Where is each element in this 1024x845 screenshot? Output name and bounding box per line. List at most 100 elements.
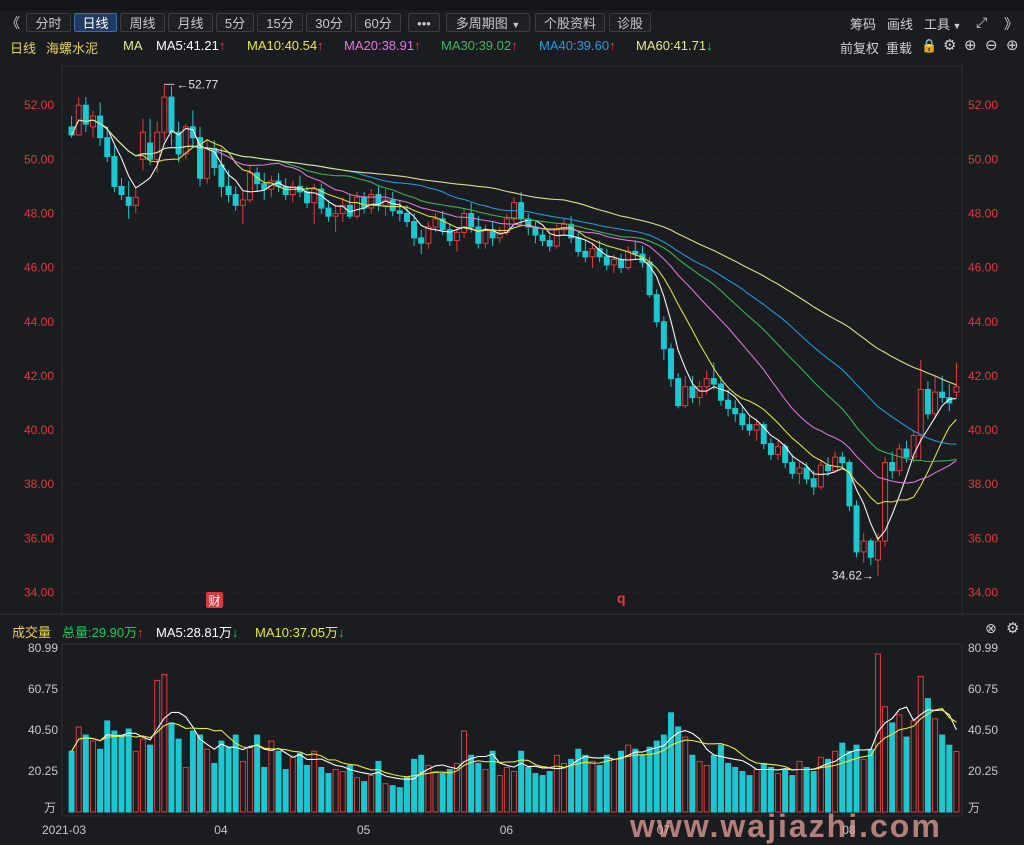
candle-body bbox=[147, 142, 154, 160]
candle-body bbox=[168, 96, 175, 133]
candle-body bbox=[503, 218, 510, 233]
volume-bar bbox=[803, 766, 810, 813]
ma10-text: MA10:40.54 bbox=[247, 38, 318, 53]
multi-period-dropdown[interactable]: 多周期图 ▼ bbox=[446, 13, 530, 32]
volume-bar bbox=[139, 738, 146, 813]
candle-body bbox=[675, 378, 682, 407]
diagnose-button[interactable]: 诊股 bbox=[609, 13, 651, 32]
tools-label: 工具 bbox=[924, 17, 951, 32]
reload-button[interactable]: 重载 bbox=[886, 41, 913, 56]
fuquan-button[interactable]: 前复权 bbox=[840, 41, 880, 56]
volume-bar bbox=[525, 766, 532, 813]
volume-bar bbox=[418, 754, 425, 813]
candle-body bbox=[382, 199, 389, 206]
tools-menu[interactable]: 工具 ▼ bbox=[924, 14, 961, 33]
stock-profile-button[interactable]: 个股资料 bbox=[535, 13, 605, 32]
volume-bar bbox=[75, 726, 82, 813]
volume-bar bbox=[939, 734, 946, 813]
volume-bar bbox=[304, 764, 311, 813]
settings-gear-icon[interactable]: ⚙ bbox=[943, 37, 957, 54]
more-periods-button[interactable]: ••• bbox=[408, 13, 440, 32]
collapse-left-icon[interactable]: 《 bbox=[6, 15, 20, 31]
chevron-down-icon: ▼ bbox=[950, 21, 962, 31]
expand-right-icon[interactable]: 》 bbox=[1004, 16, 1018, 32]
volume-bar bbox=[775, 773, 782, 813]
ma30-line bbox=[71, 119, 957, 463]
tab-60min[interactable]: 60分 bbox=[355, 13, 401, 32]
price-tick-label-right: 46.00 bbox=[968, 261, 998, 275]
tab-daily[interactable]: 日线 bbox=[74, 13, 117, 32]
candle-body bbox=[518, 202, 525, 220]
lock-icon[interactable]: 🔒 bbox=[921, 38, 938, 53]
add-indicator-icon[interactable]: ⊕ bbox=[1006, 37, 1019, 54]
volume-bar bbox=[161, 673, 168, 813]
volume-bar bbox=[817, 756, 824, 813]
zoom-out-icon[interactable]: ⊖ bbox=[985, 37, 998, 54]
candle-body bbox=[296, 185, 303, 193]
finance-marker bbox=[206, 592, 223, 608]
volume-bar bbox=[496, 775, 503, 813]
volume-bar bbox=[346, 764, 353, 813]
volume-bar bbox=[282, 768, 289, 813]
close-icon[interactable]: ⊗ bbox=[985, 620, 997, 636]
price-tick-label-right: 50.00 bbox=[968, 152, 998, 166]
volume-bar bbox=[696, 760, 703, 813]
volume-bar bbox=[511, 771, 517, 813]
candle-body bbox=[846, 462, 853, 507]
volume-bar bbox=[332, 768, 339, 813]
volume-bar bbox=[603, 754, 610, 813]
volume-bar bbox=[432, 771, 439, 813]
price-tick-label-left: 46.00 bbox=[24, 261, 54, 275]
volume-bar bbox=[853, 744, 860, 813]
arrow-up-icon: ↑ bbox=[317, 38, 324, 53]
volume-bar bbox=[368, 775, 375, 813]
candle-body bbox=[453, 231, 460, 242]
tab-5min[interactable]: 5分 bbox=[216, 13, 254, 32]
candle-body bbox=[189, 126, 196, 139]
draw-line-button[interactable]: 画线 bbox=[887, 17, 914, 32]
volume-label[interactable]: 成交量 bbox=[12, 625, 52, 640]
volume-bar bbox=[382, 783, 389, 813]
volume-tick-label-left: 60.75 bbox=[28, 682, 58, 696]
date-label: 06 bbox=[500, 823, 514, 837]
volume-bar bbox=[782, 768, 789, 813]
tab-weekly[interactable]: 周线 bbox=[120, 13, 165, 32]
volume-bar bbox=[446, 768, 453, 813]
candle-body bbox=[225, 185, 232, 196]
price-tick-label-left: 52.00 bbox=[24, 98, 54, 112]
volume-bar bbox=[546, 771, 553, 813]
volume-tick-label-left: 80.99 bbox=[28, 641, 58, 655]
volume-bar bbox=[182, 766, 189, 813]
chips-button[interactable]: 筹码 bbox=[850, 17, 877, 32]
arrow-down-icon: ↓ bbox=[231, 625, 239, 640]
candle-body bbox=[489, 229, 496, 239]
watermark: www.wajiazhi.com bbox=[630, 808, 942, 844]
arrow-up-icon: ↑ bbox=[137, 625, 144, 640]
ma40-value: MA40:39.60↑ bbox=[539, 38, 616, 53]
volume-bar bbox=[197, 734, 204, 813]
candle-body bbox=[732, 407, 739, 415]
candle-body bbox=[725, 399, 732, 409]
candle-body bbox=[275, 180, 282, 187]
candle-body bbox=[889, 462, 896, 472]
tab-monthly[interactable]: 月线 bbox=[168, 13, 213, 32]
candle-body bbox=[546, 240, 553, 247]
zoom-in-icon[interactable]: ⊕ bbox=[964, 37, 977, 54]
price-tick-label-right: 36.00 bbox=[968, 531, 998, 545]
volume-bar bbox=[753, 768, 760, 813]
ma-header: 日线 海螺水泥 MA MA5:41.21↑ MA10:40.54↑ MA20:3… bbox=[0, 36, 1024, 56]
volume-bar bbox=[746, 775, 753, 813]
tab-fenshi[interactable]: 分时 bbox=[26, 13, 71, 32]
candles bbox=[68, 84, 960, 576]
tab-30min[interactable]: 30分 bbox=[306, 13, 352, 32]
tab-15min[interactable]: 15分 bbox=[257, 13, 303, 32]
ma20-line bbox=[71, 119, 957, 484]
volume-bar bbox=[339, 771, 346, 813]
volume-bar bbox=[354, 777, 361, 813]
ma-label[interactable]: MA bbox=[123, 38, 143, 53]
candle-body bbox=[354, 196, 361, 217]
candle-body bbox=[468, 212, 475, 228]
fullscreen-icon[interactable]: ⤢ bbox=[976, 14, 988, 30]
settings-gear-icon[interactable]: ⚙ bbox=[1006, 620, 1020, 637]
